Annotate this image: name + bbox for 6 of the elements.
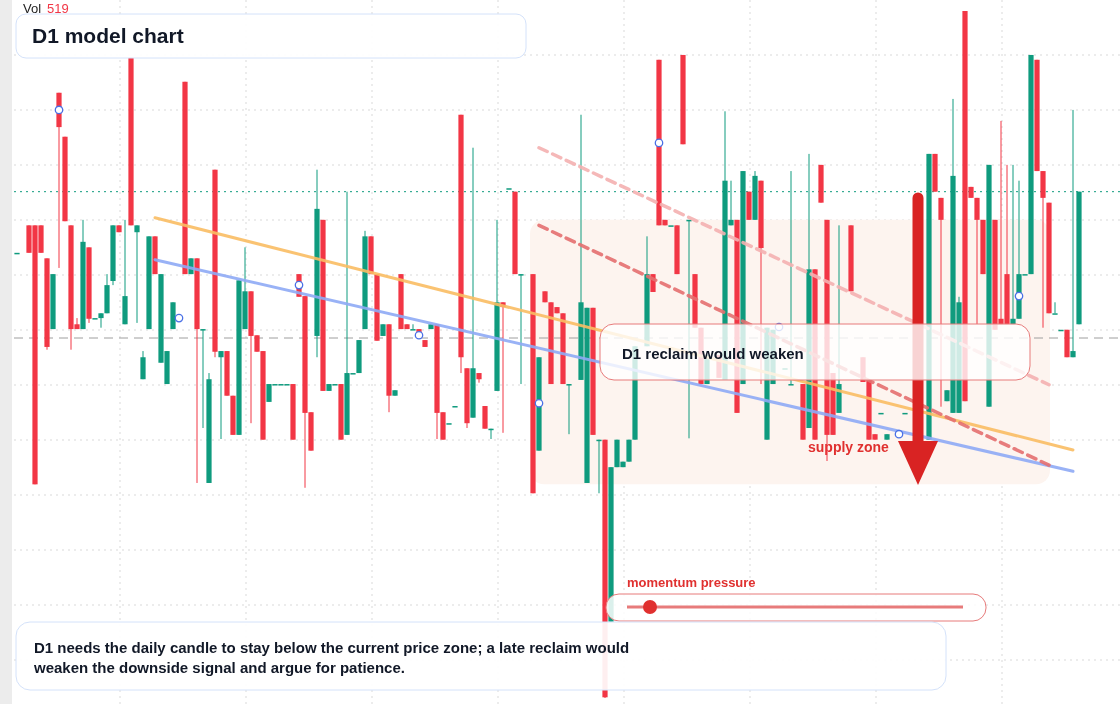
annotation: D1 needs the daily candle to stay below the current price zone; a late reclaim would weaken the downside signal and argue for patience.: [33, 639, 630, 676]
text: D1 model chart: [32, 24, 184, 47]
band-label: supply zone: [808, 439, 890, 456]
annotation: Vol 519: [23, 1, 69, 16]
annotation: D1 reclaim would weaken: [622, 345, 804, 362]
annotation: momentum pressure: [627, 575, 756, 590]
